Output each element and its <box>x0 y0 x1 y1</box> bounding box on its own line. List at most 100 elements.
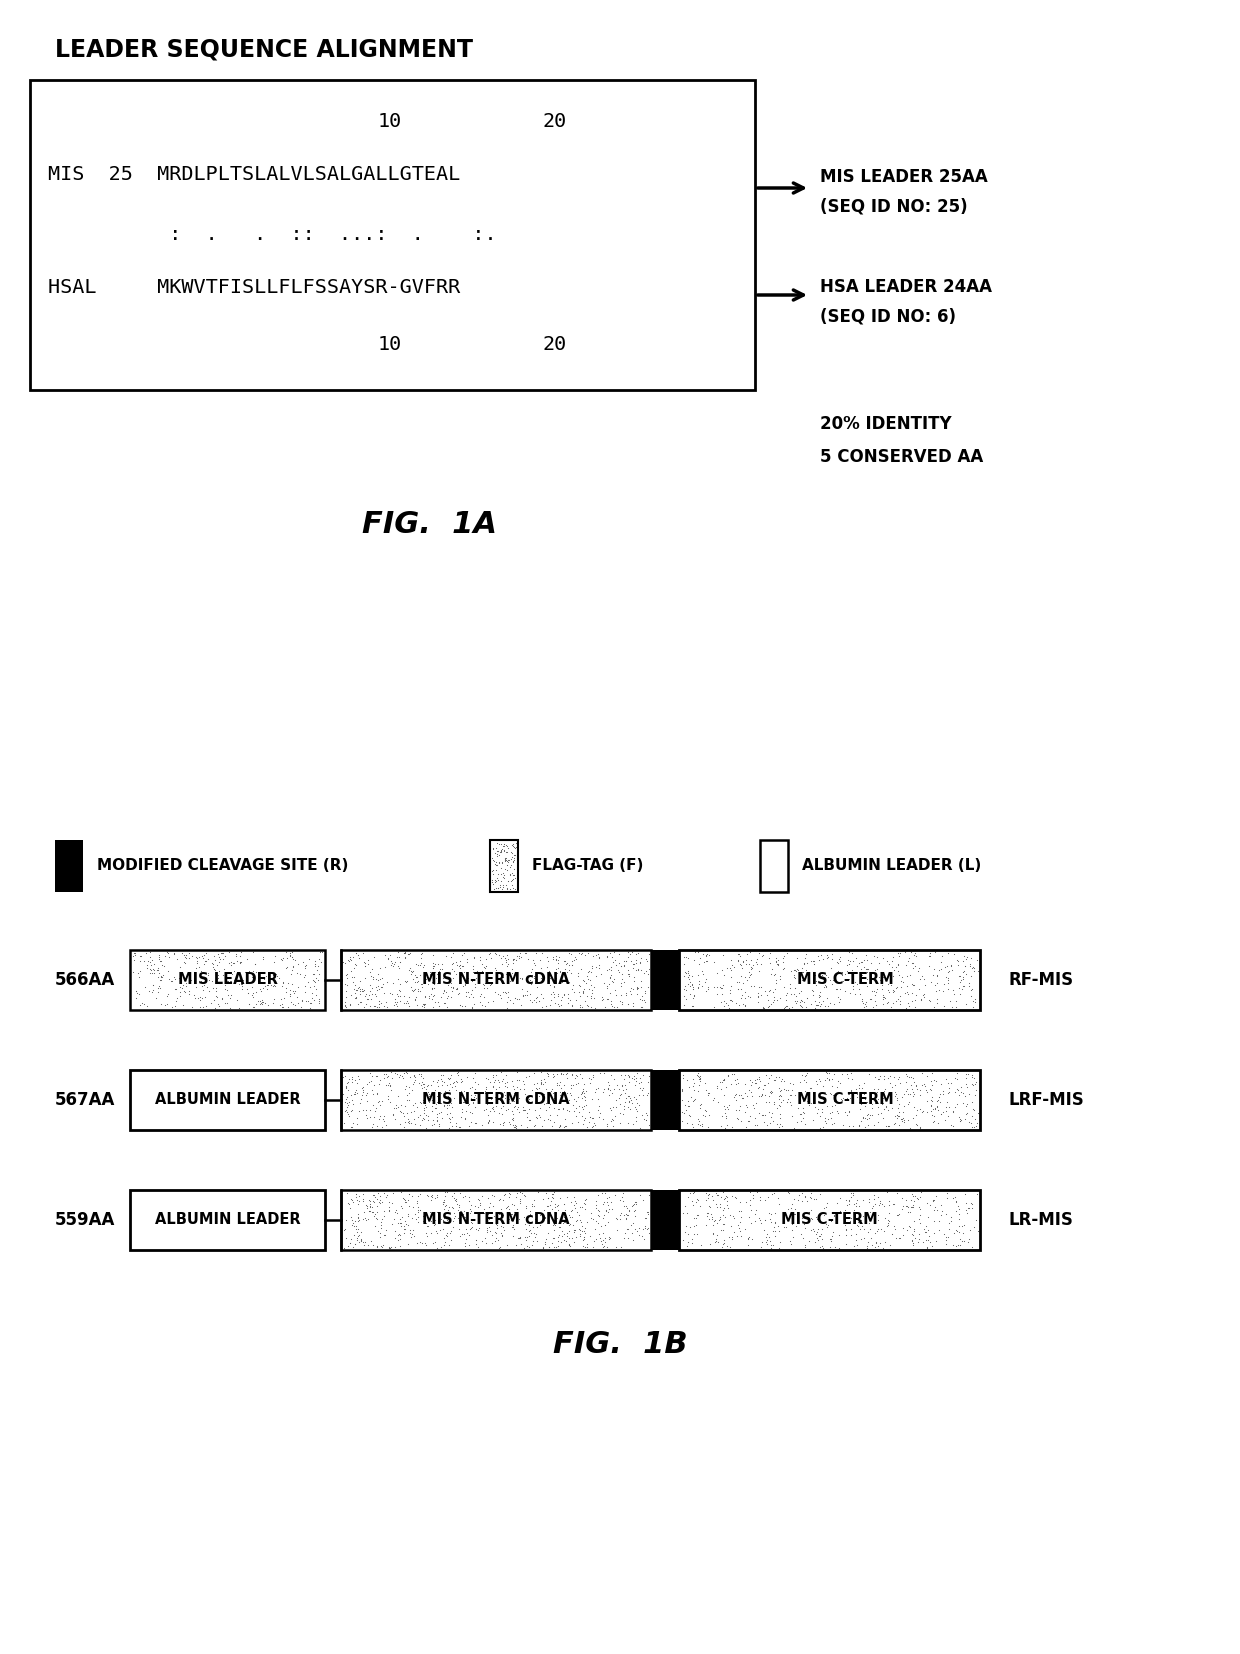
Point <box>606 1204 626 1231</box>
Point <box>495 944 515 971</box>
Point <box>503 842 523 868</box>
Point <box>170 982 190 1009</box>
Point <box>758 1227 777 1254</box>
Point <box>495 862 515 888</box>
Point <box>461 981 481 1007</box>
Point <box>455 1231 475 1257</box>
Point <box>356 964 376 991</box>
Point <box>925 1207 945 1234</box>
Point <box>913 1098 932 1125</box>
Point <box>203 951 223 978</box>
Point <box>429 1113 449 1140</box>
Point <box>636 946 656 973</box>
Text: FIG.  1B: FIG. 1B <box>553 1330 687 1360</box>
Point <box>521 968 541 994</box>
Point <box>680 961 699 987</box>
Point <box>420 1188 440 1214</box>
Point <box>769 1085 789 1111</box>
Point <box>574 1189 594 1216</box>
Point <box>672 1098 692 1125</box>
Point <box>363 1181 383 1207</box>
Point <box>418 1073 438 1100</box>
Point <box>945 1078 965 1105</box>
Point <box>894 1107 914 1133</box>
Point <box>548 946 568 973</box>
Point <box>549 1184 569 1211</box>
Point <box>559 958 579 984</box>
Point <box>755 1224 775 1250</box>
Point <box>498 847 518 873</box>
Point <box>703 1206 723 1232</box>
Point <box>420 1183 440 1209</box>
Point <box>905 1111 925 1138</box>
Point <box>264 948 284 974</box>
Point <box>363 1111 383 1138</box>
Point <box>481 944 501 971</box>
Point <box>718 1062 738 1088</box>
Point <box>739 958 759 984</box>
Point <box>150 976 170 1002</box>
Point <box>696 978 715 1004</box>
Point <box>422 1201 441 1227</box>
Point <box>637 1068 657 1095</box>
Point <box>909 1221 929 1247</box>
Point <box>370 991 389 1017</box>
Point <box>738 1093 758 1120</box>
Point <box>779 1077 799 1103</box>
Point <box>963 994 983 1021</box>
Point <box>547 946 567 973</box>
Point <box>693 941 713 968</box>
Point <box>525 1221 544 1247</box>
Point <box>729 991 749 1017</box>
Point <box>383 971 403 997</box>
Point <box>952 976 972 1002</box>
Point <box>480 939 500 966</box>
Point <box>805 987 825 1014</box>
Point <box>170 966 190 992</box>
Point <box>208 964 228 991</box>
Point <box>352 1075 372 1102</box>
Point <box>379 1234 399 1260</box>
Point <box>196 939 216 966</box>
Point <box>856 1093 875 1120</box>
Point <box>711 1217 730 1244</box>
Point <box>450 992 470 1019</box>
Point <box>568 963 588 989</box>
Point <box>568 1083 588 1110</box>
Point <box>340 1194 360 1221</box>
Point <box>740 1067 760 1093</box>
Point <box>506 946 526 973</box>
Point <box>771 1068 791 1095</box>
Point <box>130 992 150 1019</box>
Point <box>816 1110 836 1136</box>
Point <box>348 1206 368 1232</box>
Point <box>357 1193 377 1219</box>
Point <box>805 1093 825 1120</box>
Point <box>487 830 507 857</box>
Point <box>904 1068 924 1095</box>
Point <box>415 991 435 1017</box>
Point <box>765 1209 785 1236</box>
Point <box>496 1082 516 1108</box>
Point <box>851 949 870 976</box>
Point <box>678 964 698 991</box>
Point <box>461 1085 481 1111</box>
Point <box>508 1093 528 1120</box>
Point <box>808 1216 828 1242</box>
Point <box>882 1221 901 1247</box>
Point <box>826 1206 846 1232</box>
Point <box>877 1093 897 1120</box>
Point <box>614 1202 634 1229</box>
Point <box>795 1077 815 1103</box>
Point <box>637 1199 657 1226</box>
Point <box>339 1092 358 1118</box>
Point <box>403 1216 423 1242</box>
Point <box>378 1072 398 1098</box>
Point <box>467 1070 487 1097</box>
Point <box>903 1064 923 1090</box>
Point <box>893 1196 913 1222</box>
Point <box>715 1097 735 1123</box>
Point <box>492 875 512 901</box>
Point <box>849 976 869 1002</box>
Point <box>382 1211 402 1237</box>
